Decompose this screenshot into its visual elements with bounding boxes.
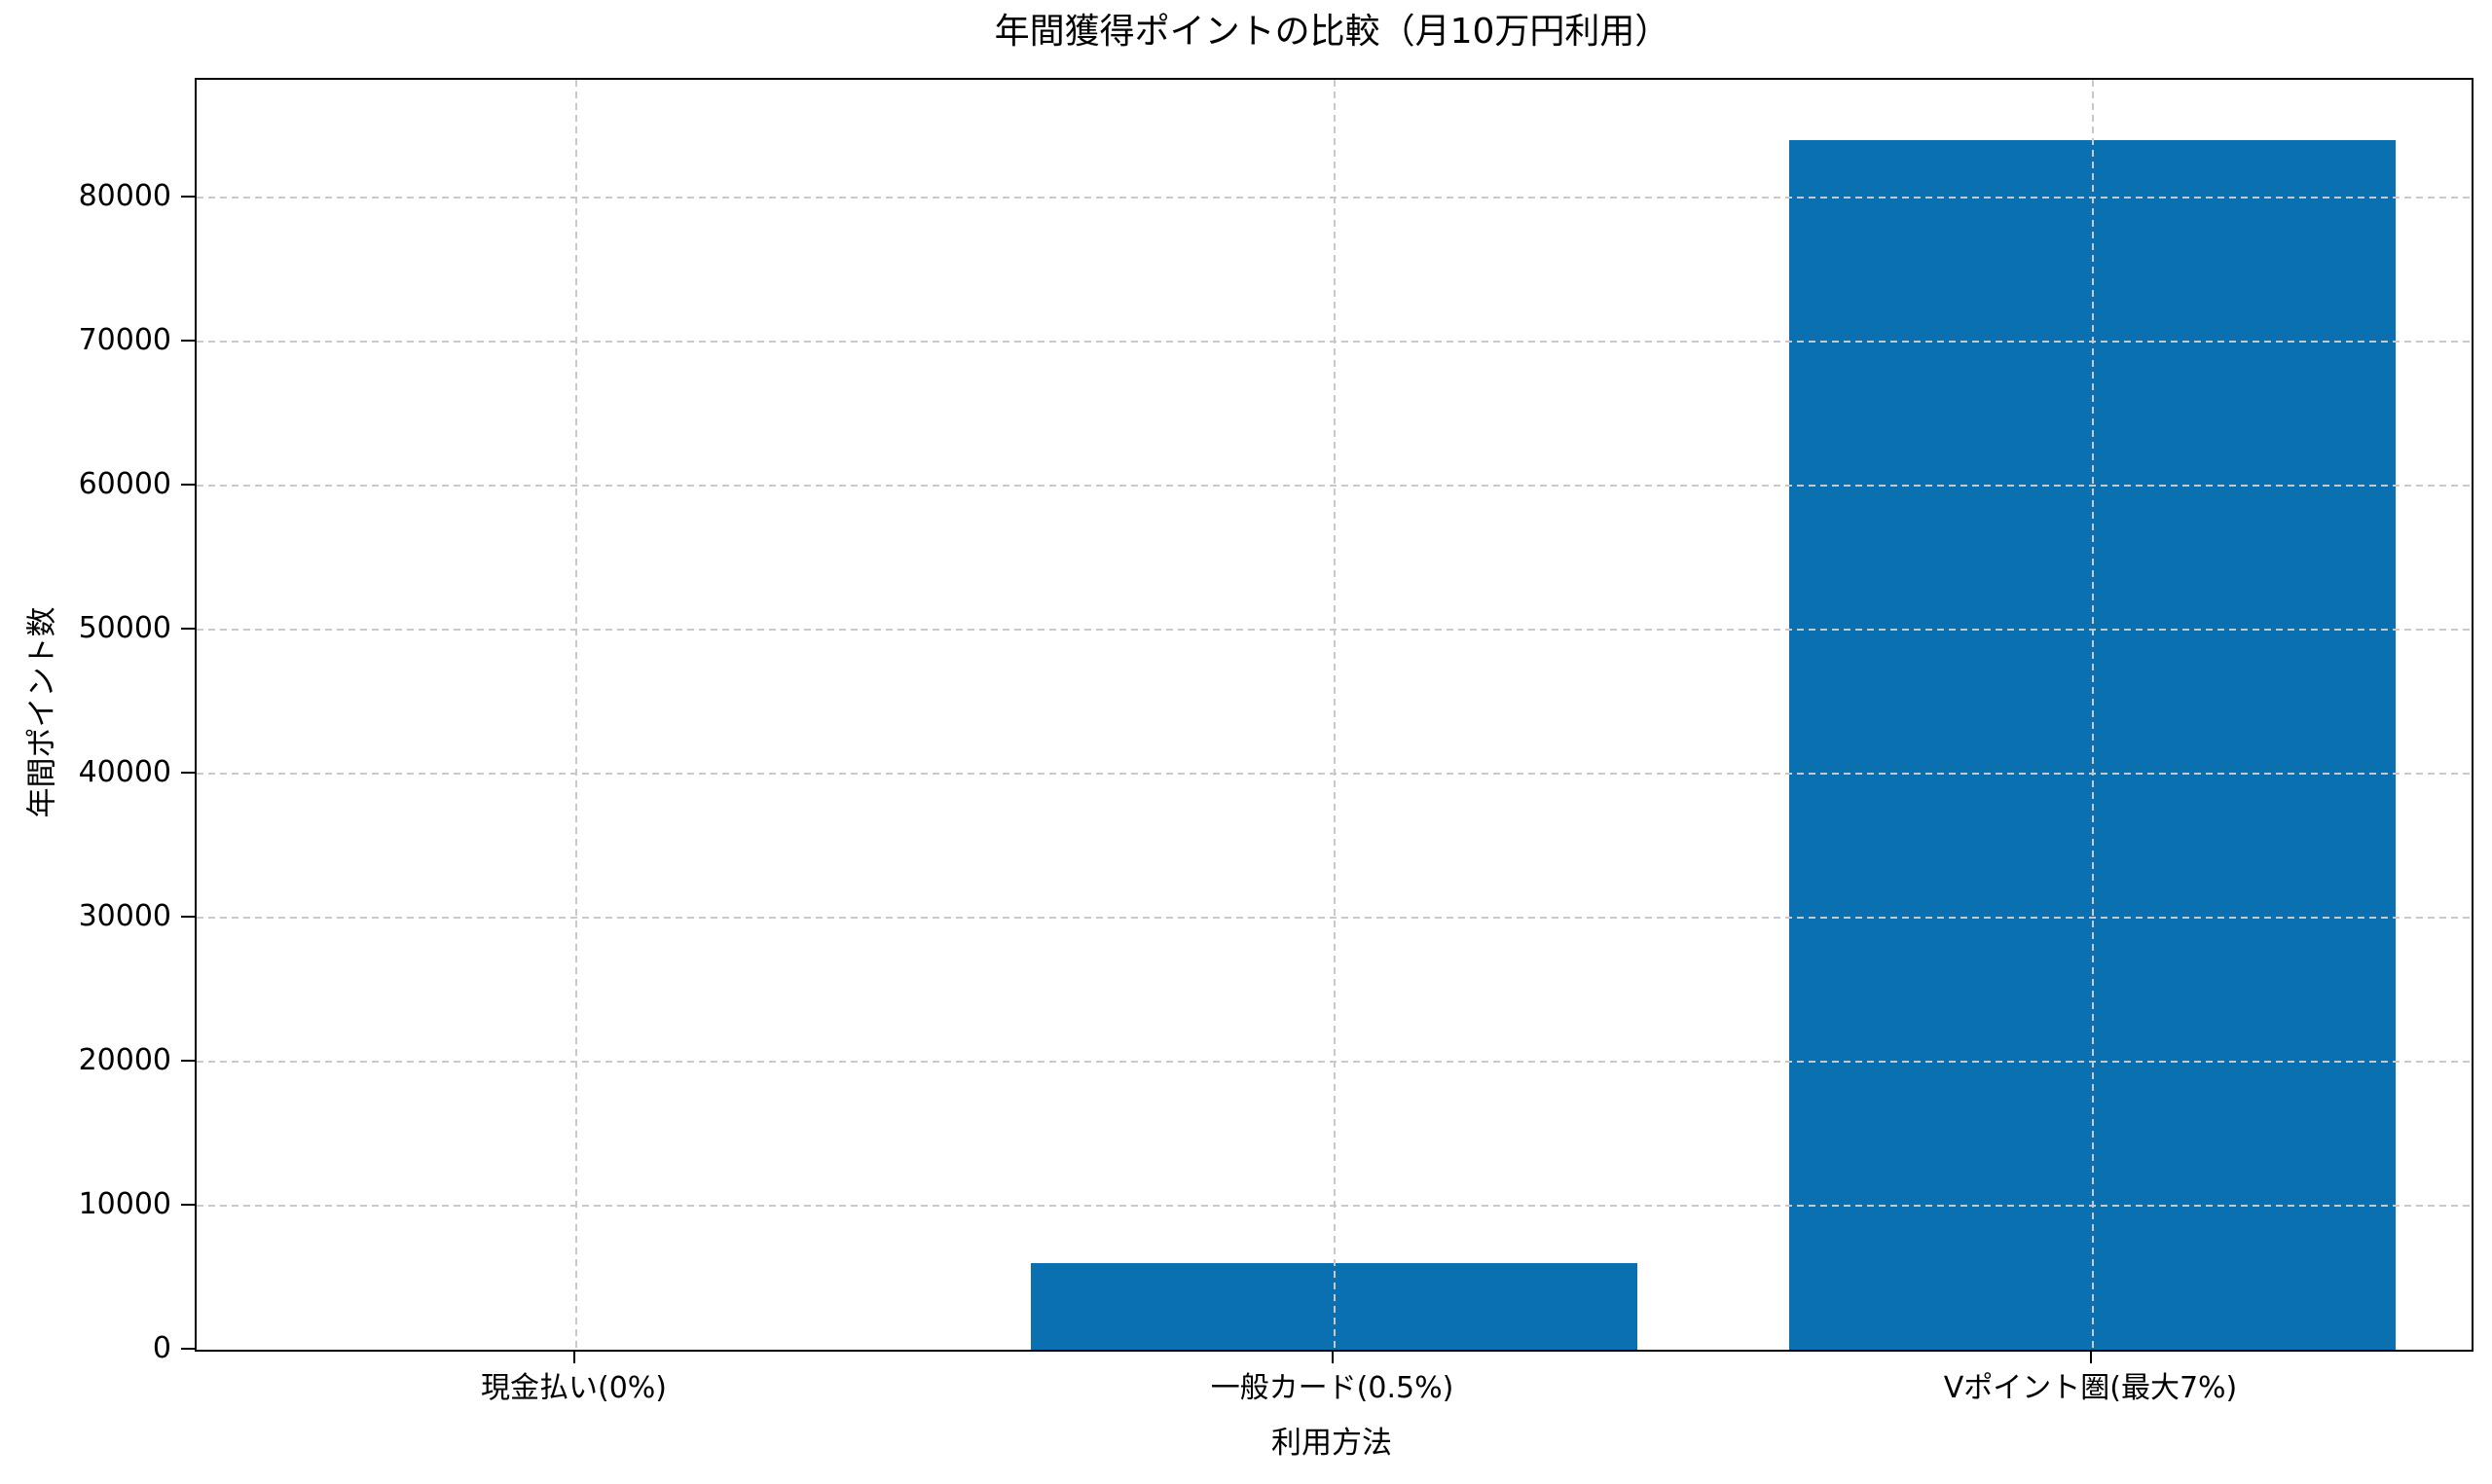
grid-v-line	[1333, 80, 1336, 1350]
y-tick-mark	[181, 1348, 195, 1350]
grid-h-line	[197, 197, 2472, 199]
x-axis-label: 利用方法	[1271, 1426, 1392, 1461]
grid-h-line	[197, 629, 2472, 632]
grid-v-line	[574, 80, 577, 1350]
x-tick-mark	[1331, 1350, 1334, 1363]
y-tick-mark	[181, 772, 195, 775]
y-tick-label: 50000	[78, 611, 171, 646]
y-tick-mark	[181, 916, 195, 919]
x-tick-label: 現金払い(0%)	[480, 1371, 668, 1405]
y-tick-label: 80000	[78, 179, 171, 214]
y-tick-label: 0	[152, 1331, 171, 1365]
grid-h-line	[197, 1205, 2472, 1208]
y-tick-mark	[181, 1060, 195, 1063]
y-tick-label: 40000	[78, 755, 171, 790]
y-tick-label: 30000	[78, 899, 171, 934]
x-tick-mark	[572, 1350, 575, 1363]
y-tick-label: 60000	[78, 467, 171, 502]
y-tick-label: 20000	[78, 1043, 171, 1078]
x-tick-mark	[2089, 1350, 2092, 1363]
y-tick-label: 10000	[78, 1187, 171, 1222]
grid-v-line	[2091, 80, 2094, 1350]
x-tick-label: 一般カード(0.5%)	[1210, 1371, 1454, 1405]
grid-h-line	[197, 773, 2472, 776]
chart-title: 年間獲得ポイントの比較（月10万円利用）	[994, 12, 1670, 52]
grid-h-line	[197, 1061, 2472, 1064]
y-tick-mark	[181, 1204, 195, 1207]
x-tick-label: Vポイント圏(最大7%)	[1943, 1371, 2238, 1405]
y-tick-mark	[181, 628, 195, 631]
y-axis-label: 年間ポイント数	[24, 606, 60, 818]
grid-h-line	[197, 485, 2472, 488]
y-tick-mark	[181, 340, 195, 343]
plot-area	[195, 78, 2474, 1352]
y-tick-label: 70000	[78, 323, 171, 358]
grid-h-line	[197, 917, 2472, 920]
y-tick-mark	[181, 196, 195, 199]
grid-h-line	[197, 341, 2472, 344]
y-tick-mark	[181, 484, 195, 487]
